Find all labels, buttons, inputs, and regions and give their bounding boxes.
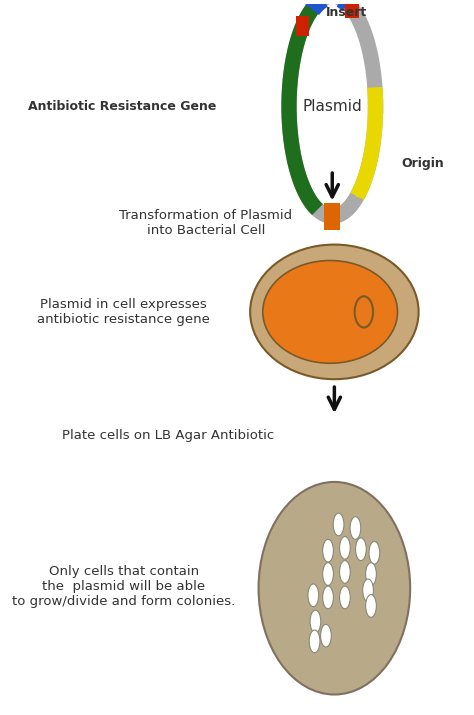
- FancyBboxPatch shape: [345, 0, 359, 19]
- Text: Plasmid: Plasmid: [302, 99, 362, 114]
- Ellipse shape: [308, 584, 319, 606]
- Text: Only cells that contain
the  plasmid will be able
to grow/divide and form coloni: Only cells that contain the plasmid will…: [12, 565, 236, 608]
- Ellipse shape: [363, 579, 374, 602]
- Ellipse shape: [323, 586, 333, 608]
- Text: Insert: Insert: [327, 6, 368, 19]
- Ellipse shape: [365, 563, 376, 586]
- Text: Antibiotic Resistance Gene: Antibiotic Resistance Gene: [27, 100, 216, 113]
- Text: Origin: Origin: [402, 157, 445, 170]
- Ellipse shape: [350, 517, 361, 539]
- Ellipse shape: [310, 610, 321, 633]
- Text: Transformation of Plasmid
into Bacterial Cell: Transformation of Plasmid into Bacterial…: [119, 209, 292, 237]
- Ellipse shape: [339, 561, 350, 583]
- Ellipse shape: [250, 245, 419, 379]
- Ellipse shape: [263, 260, 398, 363]
- Ellipse shape: [356, 538, 366, 561]
- Ellipse shape: [323, 563, 333, 586]
- Ellipse shape: [333, 513, 344, 536]
- Ellipse shape: [365, 595, 376, 617]
- Ellipse shape: [258, 482, 410, 694]
- Text: Plasmid in cell expresses
antibiotic resistance gene: Plasmid in cell expresses antibiotic res…: [37, 298, 210, 326]
- Ellipse shape: [323, 539, 333, 562]
- Ellipse shape: [339, 536, 350, 559]
- Ellipse shape: [339, 586, 350, 608]
- FancyBboxPatch shape: [296, 16, 310, 36]
- Text: Plate cells on LB Agar Antibiotic: Plate cells on LB Agar Antibiotic: [62, 430, 274, 443]
- Ellipse shape: [320, 624, 331, 647]
- Ellipse shape: [369, 541, 380, 564]
- FancyBboxPatch shape: [324, 203, 340, 230]
- Ellipse shape: [309, 630, 320, 653]
